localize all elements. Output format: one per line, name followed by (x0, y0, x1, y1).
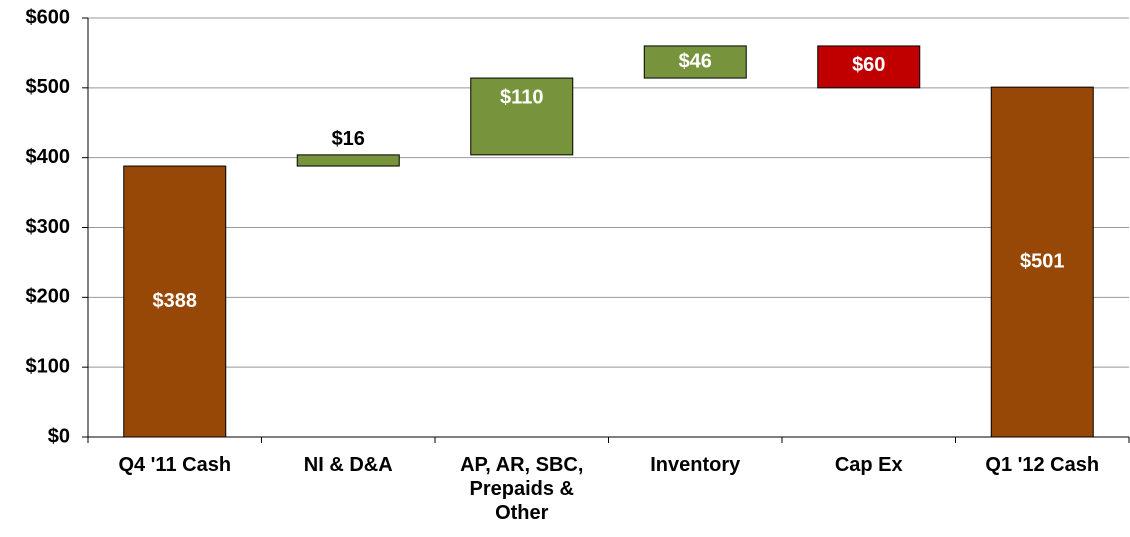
value-label: $60 (852, 54, 885, 76)
bar (643, 45, 747, 79)
value-label: $388 (153, 290, 198, 312)
y-tick-label: $0 (48, 425, 70, 447)
x-tick-label: Q4 '11 Cash (118, 454, 232, 476)
bar (470, 77, 574, 156)
bar (123, 165, 227, 438)
bar (990, 86, 1094, 438)
x-tick-label: Cap Ex (834, 454, 903, 476)
value-label: $16 (332, 128, 365, 150)
y-tick-label: $600 (26, 6, 71, 28)
value-label: $110 (500, 86, 543, 108)
value-label: $501 (1020, 250, 1065, 272)
x-tick-label: Inventory (650, 454, 741, 476)
bar (817, 45, 921, 89)
value-label: $46 (679, 50, 712, 72)
y-tick-label: $300 (26, 216, 71, 238)
x-tick-label: NI & D&A (303, 454, 393, 476)
y-tick-label: $400 (26, 146, 71, 168)
y-tick-label: $500 (26, 76, 71, 98)
y-tick-label: $200 (26, 286, 71, 308)
x-tick-label: Q1 '12 Cash (985, 454, 1100, 476)
y-tick-label: $100 (26, 355, 71, 377)
bar (296, 154, 400, 167)
x-tick-label: AP, AR, SBC, Prepaids & Other (460, 454, 584, 524)
